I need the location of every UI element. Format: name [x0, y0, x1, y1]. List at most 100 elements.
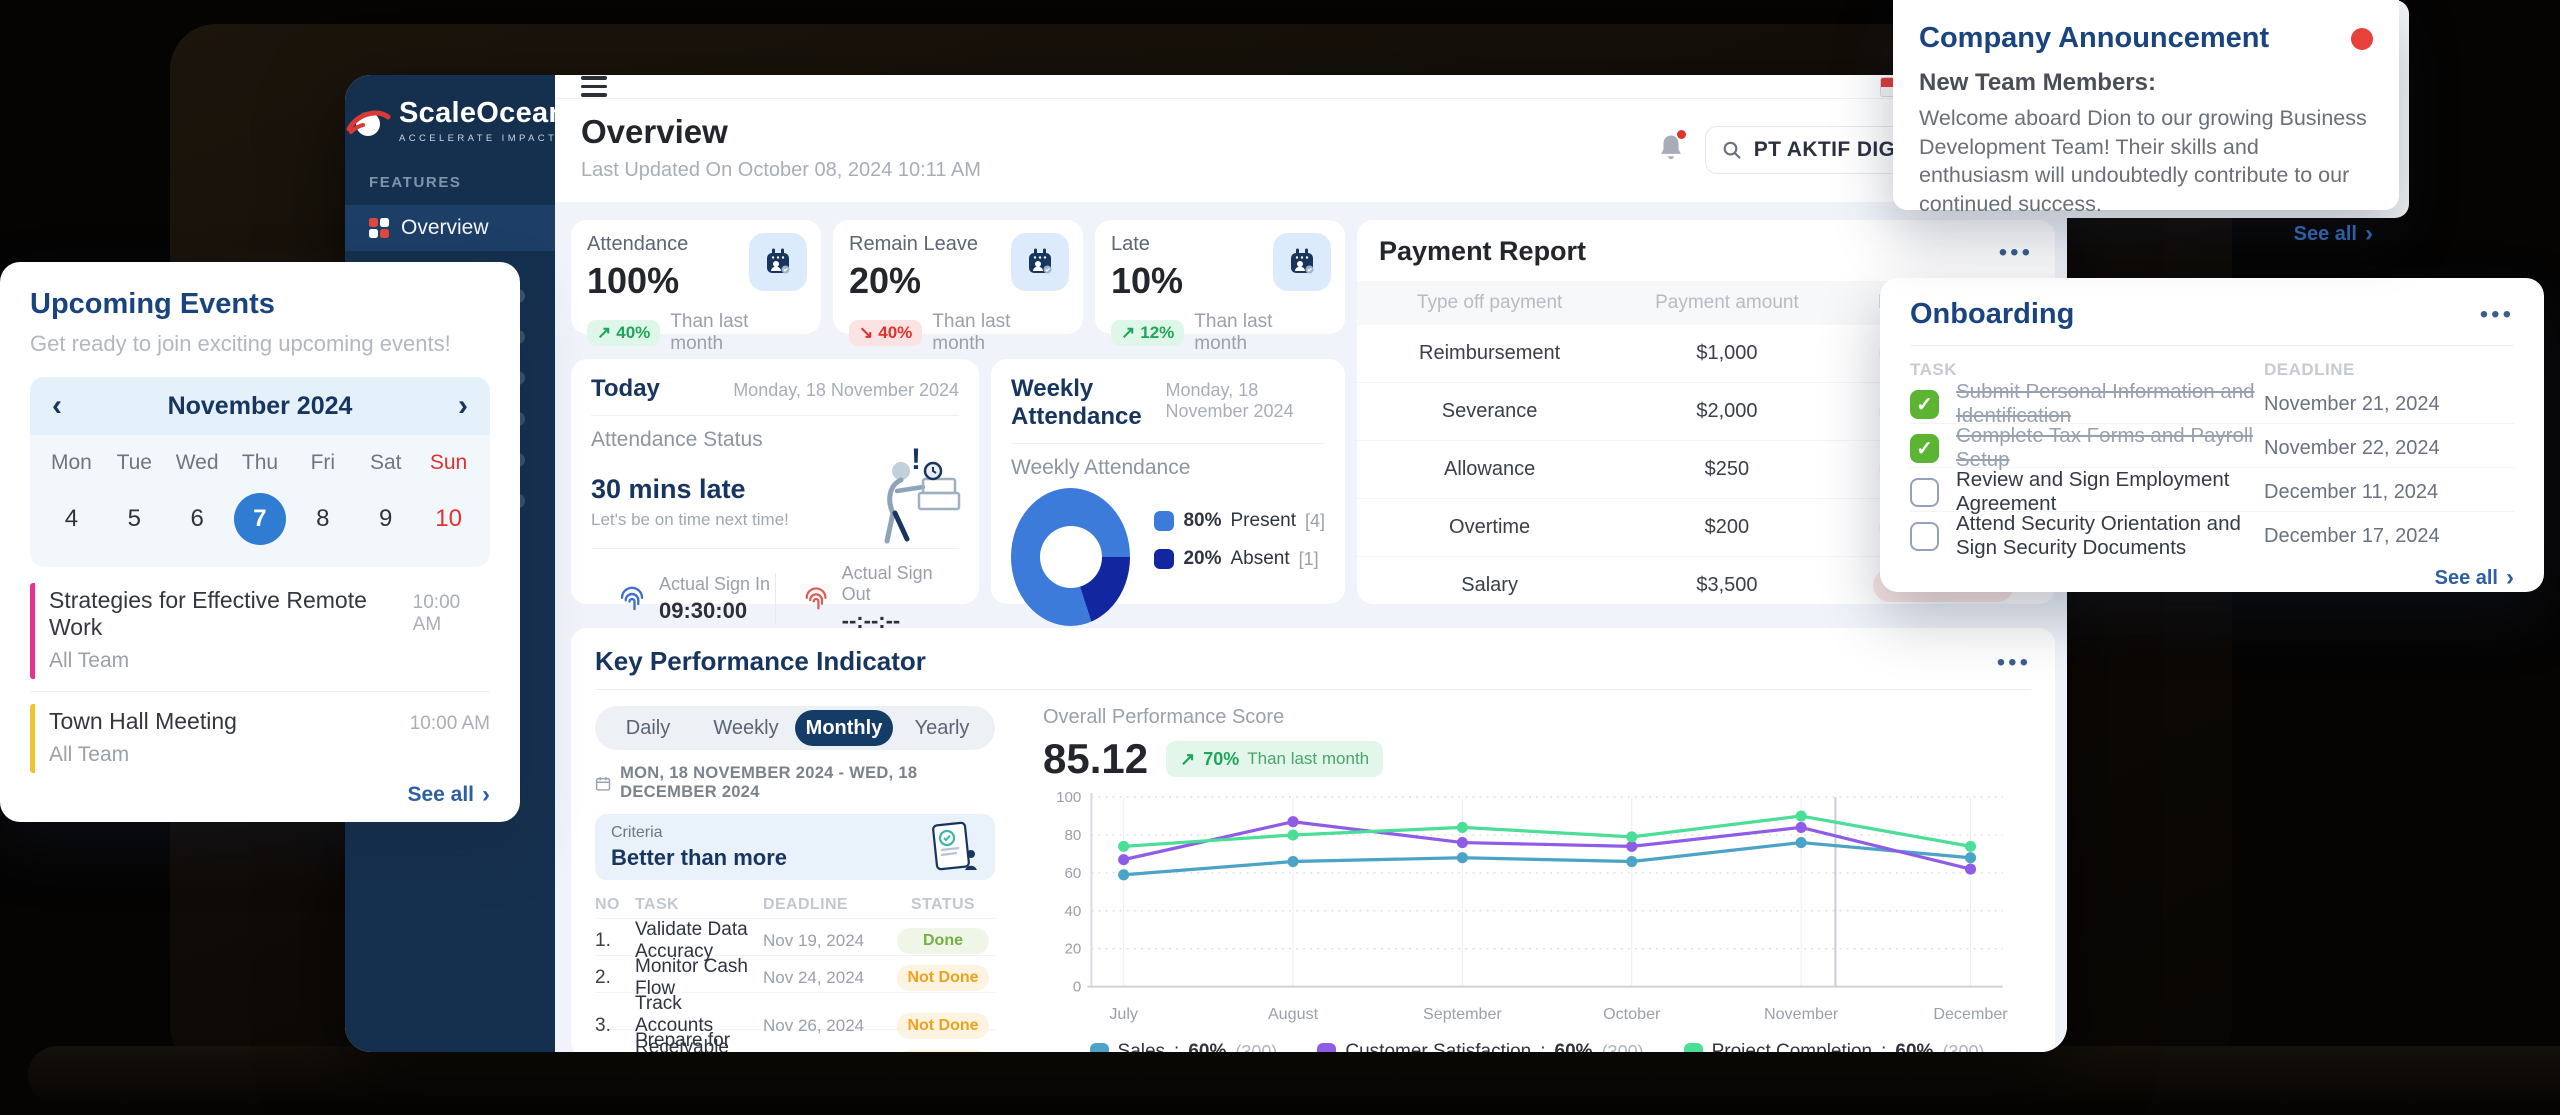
calendar-day-selected[interactable]: 7: [233, 493, 286, 545]
weekly-attendance-title: Weekly Attendance: [1011, 375, 1142, 430]
payment-type: Reimbursement: [1419, 342, 1561, 364]
sidebar-item-overview[interactable]: Overview: [345, 205, 555, 251]
tab-yearly[interactable]: Yearly: [914, 716, 970, 739]
calendar-next-icon[interactable]: ›: [457, 389, 468, 422]
announcement-heading: New Team Members:: [1919, 69, 2156, 96]
sign-in-value: 09:30:00: [659, 597, 748, 623]
svg-text:40: 40: [1065, 903, 1082, 920]
sign-out-label: Actual Sign Out: [841, 563, 933, 604]
task-deadline: December 11, 2024: [2264, 480, 2439, 503]
task-checkbox[interactable]: [1910, 389, 1939, 419]
announcement-see-all-link[interactable]: See all ›: [2293, 220, 2373, 248]
task-deadline: December 17, 2024: [2264, 524, 2440, 547]
tab-monthly[interactable]: Monthly: [795, 710, 893, 746]
calendar-weekday-row: Mon Tue Wed Thu Fri Sat Sun: [40, 451, 480, 475]
task-name: Review and Sign Employment Agreement: [1956, 468, 2230, 515]
legend-colon: :: [1174, 1041, 1180, 1052]
legend-label: Customer Satisfaction: [1345, 1041, 1532, 1052]
legend-label: Project Completion: [1711, 1041, 1873, 1052]
calendar-day[interactable]: 5: [127, 505, 141, 532]
calendar-prev-icon[interactable]: ‹: [52, 389, 62, 422]
page-title: Overview: [581, 113, 728, 150]
svg-text:60: 60: [1065, 865, 1082, 882]
legend-item[interactable]: Customer Satisfaction : 60% (300): [1317, 1041, 1644, 1052]
stat-card-attendance: Attendance 100% ↗ 40% Than last month: [571, 220, 821, 354]
kpi-date-range-text: MON, 18 NOVEMBER 2024 - WED, 18 DECEMBER…: [620, 764, 918, 801]
more-options-icon[interactable]: •••: [2479, 300, 2514, 328]
column-type: Type off payment: [1416, 292, 1563, 313]
calendar-day[interactable]: 6: [190, 505, 204, 532]
kpi-criteria-box: Criteria Better than more: [595, 814, 995, 880]
calendar-day[interactable]: 9: [379, 505, 393, 532]
last-updated-text: Last Updated On October 08, 2024 10:11 A…: [581, 159, 981, 181]
task-deadline: Nov 19, 2024: [763, 931, 865, 950]
svg-text:December: December: [1933, 1005, 2008, 1023]
kpi-task-row: 4.Prepare for Upcoming PaymentsDec 02, 2…: [595, 1029, 995, 1052]
upcoming-events-title: Upcoming Events: [30, 288, 275, 320]
calendar-days-row: 4 5 6 7 8 9 10: [40, 493, 480, 545]
notification-bell-icon[interactable]: [1657, 130, 1686, 167]
legend-item[interactable]: Project Completion : 60% (300): [1683, 1041, 1985, 1052]
legend-swatch: [1317, 1042, 1337, 1052]
payment-type: Allowance: [1444, 458, 1536, 480]
legend-total: (300): [1942, 1041, 1985, 1052]
score-delta-badge: ↗ 70% Than last month: [1166, 741, 1384, 777]
task-name: Track Accounts Receivable: [635, 993, 729, 1052]
kpi-period-tabs: Daily Weekly Monthly Yearly: [595, 706, 995, 750]
svg-text:September: September: [1423, 1005, 1502, 1023]
announcement-body: Welcome aboard Dion to our growing Busin…: [1919, 106, 2367, 216]
fingerprint-icon: [805, 586, 827, 609]
calendar-user-icon: [1273, 233, 1331, 291]
task-checkbox[interactable]: [1910, 433, 1939, 463]
tab-daily[interactable]: Daily: [625, 716, 671, 739]
svg-text:80: 80: [1065, 827, 1082, 844]
weekly-attendance-date: Monday, 18 November 2024: [1165, 380, 1294, 421]
kpi-date-range[interactable]: MON, 18 NOVEMBER 2024 - WED, 18 DECEMBER…: [595, 764, 995, 802]
mini-calendar: ‹ November 2024 › Mon Tue Wed Thu Fri Sat Sun …: [30, 377, 490, 567]
criteria-value: Better than more: [611, 844, 788, 870]
events-see-all-link[interactable]: See all ›: [407, 781, 490, 808]
task-checkbox[interactable]: [1910, 477, 1939, 507]
stat-card-remain-leave: Remain Leave 20% ↘ 40% Than last month: [833, 220, 1083, 354]
event-item[interactable]: Town Hall Meeting 10:00 AM All Team: [30, 704, 490, 773]
event-item[interactable]: Strategies for Effective Remote Work 10:0…: [30, 583, 490, 679]
task-name: Monitor Cash Flow: [635, 956, 748, 999]
calendar-day[interactable]: 4: [64, 505, 79, 532]
stat-delta-note: Than last month: [1194, 311, 1273, 354]
legend-swatch: [1154, 511, 1175, 531]
attendance-status-value: 30 mins late: [591, 474, 746, 504]
column-task: TASK: [1910, 360, 1958, 379]
topbar: Indonesian ⌄: [555, 75, 2067, 99]
payment-amount: $200: [1704, 516, 1750, 538]
legend-count: [4]: [1304, 510, 1325, 531]
legend-item[interactable]: Sales : 60% (300): [1089, 1041, 1277, 1052]
performance-line-chart: 100 80 60 40 20 0 July August September October No…: [1043, 787, 2031, 1041]
notification-dot: [2351, 27, 2373, 50]
tab-weekly[interactable]: Weekly: [713, 716, 779, 739]
sidebar-section-label: FEATURES: [369, 174, 462, 191]
stats-row: Attendance 100% ↗ 40% Than last month: [571, 220, 1345, 354]
task-number: 1.: [595, 930, 611, 951]
payment-amount: $2,000: [1696, 400, 1758, 422]
upcoming-events-subtitle: Get ready to join exciting upcoming even…: [30, 331, 451, 356]
calendar-day[interactable]: 8: [316, 505, 330, 532]
more-options-icon[interactable]: •••: [1998, 239, 2033, 266]
legend-item: 20% Absent [1]: [1154, 548, 1325, 570]
legend-pct: 80%: [1183, 510, 1222, 531]
more-options-icon[interactable]: •••: [1996, 649, 2031, 676]
event-top: Strategies for Effective Remote Work 10:0…: [49, 587, 490, 641]
onboarding-see-all-link[interactable]: See all ›: [2434, 564, 2514, 591]
onboarding-card: Onboarding ••• TASK DEADLINE Submit Pers…: [1880, 278, 2544, 592]
calendar-day[interactable]: 10: [435, 505, 462, 532]
dashboard-window: ScaleOcean ACCELERATE IMPACT FEATURES Ov…: [345, 75, 2067, 1052]
hamburger-menu-icon[interactable]: [581, 76, 607, 97]
dashboard-content: Attendance 100% ↗ 40% Than last month: [555, 202, 2067, 1052]
payment-type: Overtime: [1449, 516, 1531, 538]
task-status-badge: Not Done: [897, 965, 989, 991]
task-checkbox[interactable]: [1910, 521, 1939, 551]
laptop-base: [28, 1046, 2560, 1104]
event-group: All Team: [49, 649, 130, 672]
legend-count: [1]: [1298, 548, 1319, 569]
onboarding-task-row: Submit Personal Information and Identifi…: [1910, 380, 2514, 427]
